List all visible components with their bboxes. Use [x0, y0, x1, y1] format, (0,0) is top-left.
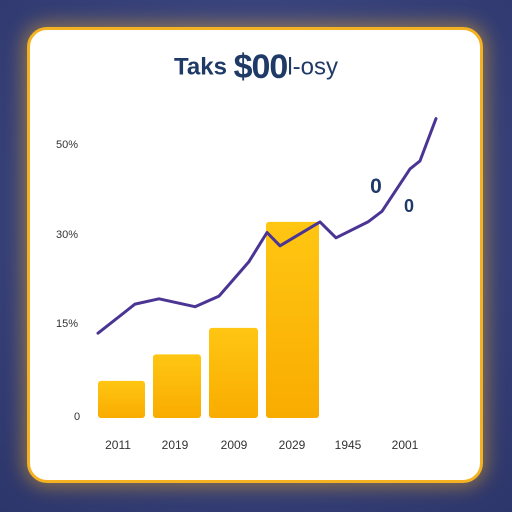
- series-line: [96, 117, 438, 335]
- y-tick-label: 0: [74, 411, 80, 423]
- x-tick-label: 1945: [335, 438, 362, 452]
- chart-title: Taks $00l-osy: [0, 48, 512, 87]
- bar: [209, 327, 258, 418]
- y-tick-label: 15%: [56, 318, 78, 330]
- annotation-label: 0: [404, 196, 414, 216]
- y-tick-label: 50%: [56, 139, 78, 151]
- x-tick-label: 2009: [221, 438, 248, 452]
- x-tick-label: 2011: [105, 438, 131, 452]
- chart-title-part-2: $00: [233, 48, 289, 86]
- x-tick-label: 2029: [279, 438, 306, 452]
- bar: [153, 354, 201, 418]
- annotation-label: 0: [370, 175, 382, 198]
- chart-title-part-1: Taks: [174, 53, 234, 81]
- bar: [98, 380, 145, 418]
- chart-title-part-3: l-osy: [287, 53, 338, 81]
- x-tick-label: 2001: [392, 438, 419, 452]
- y-tick-label: 30%: [56, 229, 78, 241]
- bar: [266, 221, 319, 418]
- x-tick-label: 2019: [162, 438, 189, 452]
